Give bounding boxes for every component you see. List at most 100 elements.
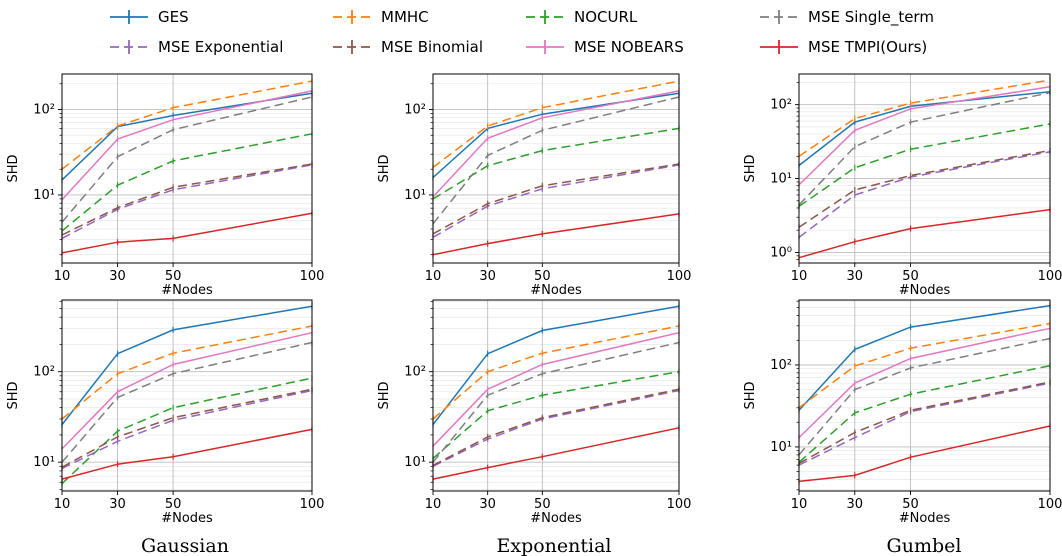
x-tick-label: 30	[479, 497, 496, 512]
series-line-ges	[798, 90, 1051, 167]
series-line-mse-binomial	[61, 388, 313, 468]
column-title-gumbel: Gumbel	[887, 535, 962, 556]
series-line-mmhc	[61, 325, 313, 420]
legend: GES MMHC NOCURL MSE Single_term MSE Exponent…	[110, 8, 934, 56]
x-tick-label: 50	[902, 497, 919, 512]
y-tick-label: 10²	[770, 358, 792, 373]
series-line-nocurl	[798, 364, 1051, 463]
y-tick-label: 10²	[33, 365, 55, 380]
y-tick-label: 10²	[770, 98, 792, 113]
series-line-mse-nobears	[432, 331, 680, 447]
chart-panels: 10 30 50 100 10¹ 10² #Nodes SHD 10 30 50 100 10¹ 10² #…	[6, 73, 1062, 526]
series-line-mse-nobears	[798, 327, 1051, 439]
series-line-mse-nobears	[61, 331, 313, 450]
series-line-mse-single-term	[798, 91, 1051, 206]
series-line-ges	[798, 304, 1051, 411]
series-line-mse-nobears	[61, 90, 313, 201]
legend-item-mse-single-term: MSE Single_term	[760, 8, 934, 27]
x-tick-label: 50	[165, 497, 182, 512]
plot-frame	[432, 299, 680, 492]
series-line-nocurl	[798, 123, 1051, 208]
x-tick-label: 10	[791, 269, 808, 284]
legend-item-mse-nobears: MSE NOBEARS	[526, 38, 684, 56]
series-line-mse-exponential	[798, 151, 1051, 238]
y-tick-label: 10⁰	[770, 245, 792, 260]
chart-panel-1: 10 30 50 100 10¹ 10² #Nodes SHD	[6, 73, 325, 298]
y-tick-label: 10²	[404, 365, 426, 380]
x-tick-label: 10	[54, 497, 71, 512]
x-tick-label: 50	[534, 497, 551, 512]
column-title-gaussian: Gaussian	[141, 535, 229, 556]
legend-item-mmhc: MMHC	[333, 8, 429, 26]
plot-frame	[432, 73, 680, 264]
series-line-mse-tmpi-ours	[432, 427, 680, 480]
x-axis-label: #Nodes	[899, 511, 951, 526]
series-line-mse-exponential	[432, 389, 680, 467]
legend-label: MSE Exponential	[158, 38, 283, 56]
y-tick-label: 10¹	[770, 440, 792, 455]
series-line-nocurl	[61, 133, 313, 232]
legend-label: NOCURL	[574, 8, 638, 26]
plot-frame	[61, 73, 313, 264]
series-line-mse-exponential	[61, 389, 313, 470]
series-line-ges	[432, 305, 680, 426]
legend-label: GES	[158, 8, 189, 26]
x-tick-label: 10	[425, 497, 442, 512]
series-line-mse-binomial	[432, 163, 680, 235]
series-line-mmhc	[61, 80, 313, 170]
x-axis-label: #Nodes	[899, 283, 951, 298]
y-axis-label: SHD	[377, 154, 392, 182]
chart-panel-3: 10 30 50 100 10⁰ 10¹ 10² #Nodes SHD	[743, 73, 1062, 298]
series-line-mse-binomial	[432, 388, 680, 467]
series-line-nocurl	[61, 377, 313, 485]
y-axis-label: SHD	[743, 154, 758, 182]
series-line-mmhc	[798, 79, 1051, 157]
series-line-mse-binomial	[798, 149, 1051, 228]
y-tick-label: 10¹	[404, 188, 426, 203]
series-line-mse-binomial	[798, 381, 1051, 465]
y-tick-label: 10²	[404, 102, 426, 117]
chart-panel-2: 10 30 50 100 10¹ 10² #Nodes SHD	[377, 73, 692, 298]
legend-label: MSE TMPI(Ours)	[808, 38, 927, 56]
y-tick-label: 10¹	[404, 455, 426, 470]
x-tick-label: 100	[300, 269, 325, 284]
x-tick-label: 100	[667, 269, 692, 284]
series-line-mse-single-term	[798, 337, 1051, 456]
series-line-mse-single-term	[61, 341, 313, 463]
series-line-mse-single-term	[432, 96, 680, 225]
series-line-mmhc	[798, 322, 1051, 409]
series-line-ges	[61, 92, 313, 181]
series-line-mse-binomial	[61, 163, 313, 236]
x-tick-label: 10	[425, 269, 442, 284]
chart-panel-4: 10 30 50 100 10¹ 10² #Nodes SHD	[6, 299, 324, 526]
y-tick-label: 10¹	[770, 172, 792, 187]
x-axis-label: #Nodes	[161, 283, 213, 298]
plot-frame	[798, 299, 1051, 492]
y-axis-label: SHD	[377, 381, 392, 409]
y-tick-label: 10¹	[33, 188, 55, 203]
x-tick-label: 30	[109, 497, 126, 512]
legend-label: MMHC	[381, 8, 429, 26]
series-line-nocurl	[432, 370, 680, 459]
chart-panel-5: 10 30 50 100 10¹ 10² #Nodes SHD	[377, 299, 691, 526]
x-tick-label: 10	[791, 497, 808, 512]
legend-item-mse-binomial: MSE Binomial	[333, 38, 483, 56]
x-tick-label: 30	[479, 269, 496, 284]
series-line-mse-tmpi-ours	[798, 425, 1051, 483]
legend-item-mse-exponential: MSE Exponential	[110, 38, 283, 56]
y-axis-label: SHD	[6, 381, 21, 409]
y-axis-label: SHD	[743, 381, 758, 409]
series-line-mmhc	[432, 80, 680, 168]
legend-item-mse-tmpi-ours: MSE TMPI(Ours)	[760, 38, 927, 56]
series-line-mse-nobears	[798, 85, 1051, 186]
x-tick-label: 30	[847, 497, 864, 512]
x-tick-label: 50	[534, 269, 551, 284]
series-line-mse-tmpi-ours	[61, 428, 313, 480]
x-tick-label: 30	[847, 269, 864, 284]
series-line-mse-nobears	[432, 90, 680, 198]
series-line-mse-tmpi-ours	[798, 208, 1051, 259]
y-tick-label: 10²	[33, 102, 55, 117]
series-line-mmhc	[432, 325, 680, 420]
series-line-nocurl	[432, 127, 680, 200]
